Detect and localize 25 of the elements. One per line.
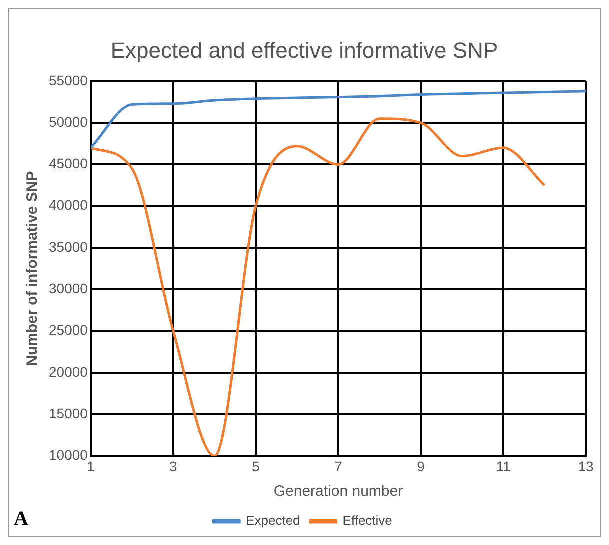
y-axis-title: Number of informative SNP <box>24 171 42 366</box>
x-tick-label: 5 <box>252 458 260 474</box>
text: A <box>14 508 28 531</box>
x-tick-label: 3 <box>170 458 178 474</box>
line-series <box>90 90 586 150</box>
y-tick-label: 35000 <box>48 238 88 255</box>
legend-label: Expected <box>246 513 300 528</box>
x-tick-label: 9 <box>417 458 426 474</box>
y-tick-label: 20000 <box>48 364 88 380</box>
y-tick-label: 45000 <box>48 156 88 172</box>
legend-label: Effective <box>342 513 392 528</box>
y-tick-label: 55000 <box>48 72 88 88</box>
y-tick-label: 50000 <box>48 114 88 130</box>
x-tick-label: 11 <box>496 458 511 474</box>
y-tick-label: 15000 <box>48 405 88 422</box>
y-tick-label: 10000 <box>48 447 88 464</box>
x-tick-label: 13 <box>578 458 594 474</box>
x-tick-label: 1 <box>87 458 96 474</box>
x-tick-label: 7 <box>334 458 343 474</box>
y-tick-label: 25000 <box>48 322 88 338</box>
x-axis-title: Generation number <box>274 483 404 500</box>
y-tick-label: 30000 <box>48 280 88 296</box>
line-series <box>90 118 546 456</box>
chart-title: Expected and effective informative SNP <box>110 38 500 64</box>
y-tick-label: 40000 <box>48 197 88 214</box>
